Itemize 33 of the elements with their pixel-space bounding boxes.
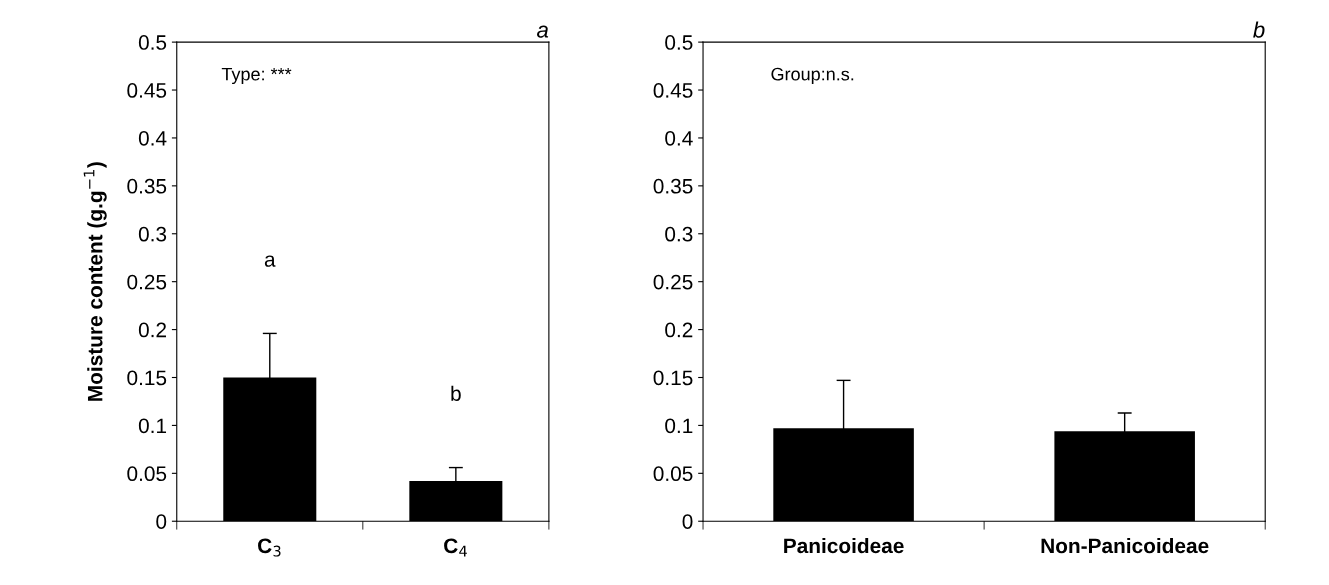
y-tick-label: 0.25: [653, 274, 693, 290]
annotation: b: [451, 385, 461, 401]
y-tick-label: 0.05: [653, 466, 693, 482]
y-tick-label: 0.1: [138, 418, 167, 434]
y-tick-label: 0.3: [138, 226, 167, 242]
y-tick-label: 0.45: [127, 83, 167, 98]
y-tick-label: 0.15: [127, 370, 167, 386]
annotation: Type: ***: [221, 67, 292, 85]
y-axis-title: Moisture content (g.g$^{−1}$): [83, 162, 107, 401]
y-tick-label: 0.45: [653, 83, 693, 98]
x-tick-label: C$_{4}$: [444, 538, 467, 557]
y-tick-label: 0.35: [127, 178, 167, 194]
y-tick-label: 0: [682, 514, 693, 529]
y-tick-label: 0.2: [138, 322, 166, 338]
annotation: Group:n.s.: [771, 67, 854, 85]
chart-title: b: [1253, 21, 1265, 38]
y-tick-label: 0.05: [127, 466, 167, 482]
y-tick-label: 0.25: [127, 274, 167, 290]
y-tick-label: 0.4: [665, 130, 693, 146]
y-tick-label: 0.1: [665, 418, 693, 434]
y-tick-label: 0.5: [665, 35, 693, 50]
y-tick-label: 0.3: [665, 226, 693, 242]
x-tick-label: Non-Panicoideae: [1041, 537, 1209, 554]
y-tick-label: 0.15: [653, 370, 693, 386]
chart-title: a: [537, 25, 549, 38]
x-tick-label: Panicoideae: [784, 537, 904, 554]
y-tick-label: 0.35: [653, 178, 693, 194]
x-tick-label: C$_{3}$: [258, 538, 281, 557]
y-tick-label: 0.2: [665, 322, 693, 338]
y-tick-label: 0.5: [138, 35, 167, 50]
annotation: a: [264, 255, 276, 267]
y-tick-label: 0: [156, 514, 167, 529]
y-tick-label: 0.4: [138, 130, 167, 146]
